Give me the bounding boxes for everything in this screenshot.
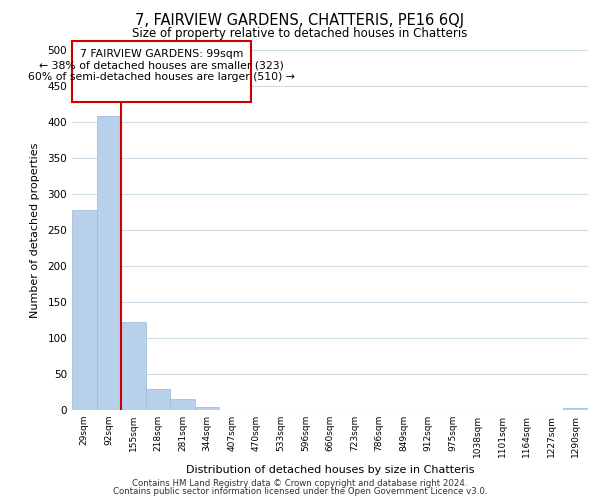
- Bar: [121, 322, 146, 410]
- Text: ← 38% of detached houses are smaller (323): ← 38% of detached houses are smaller (32…: [39, 61, 284, 71]
- Bar: [97, 116, 121, 410]
- Y-axis label: Number of detached properties: Number of detached properties: [31, 142, 40, 318]
- Bar: [170, 399, 195, 410]
- FancyBboxPatch shape: [72, 42, 251, 102]
- Text: 7, FAIRVIEW GARDENS, CHATTERIS, PE16 6QJ: 7, FAIRVIEW GARDENS, CHATTERIS, PE16 6QJ: [136, 12, 464, 28]
- Bar: [72, 210, 97, 410]
- Text: Contains HM Land Registry data © Crown copyright and database right 2024.: Contains HM Land Registry data © Crown c…: [132, 478, 468, 488]
- Bar: [563, 408, 588, 410]
- Bar: [146, 389, 170, 410]
- Text: 60% of semi-detached houses are larger (510) →: 60% of semi-detached houses are larger (…: [28, 72, 295, 83]
- Bar: [195, 407, 220, 410]
- Text: Size of property relative to detached houses in Chatteris: Size of property relative to detached ho…: [133, 28, 467, 40]
- Text: 7 FAIRVIEW GARDENS: 99sqm: 7 FAIRVIEW GARDENS: 99sqm: [80, 50, 244, 59]
- Text: Contains public sector information licensed under the Open Government Licence v3: Contains public sector information licen…: [113, 487, 487, 496]
- X-axis label: Distribution of detached houses by size in Chatteris: Distribution of detached houses by size …: [186, 466, 474, 475]
